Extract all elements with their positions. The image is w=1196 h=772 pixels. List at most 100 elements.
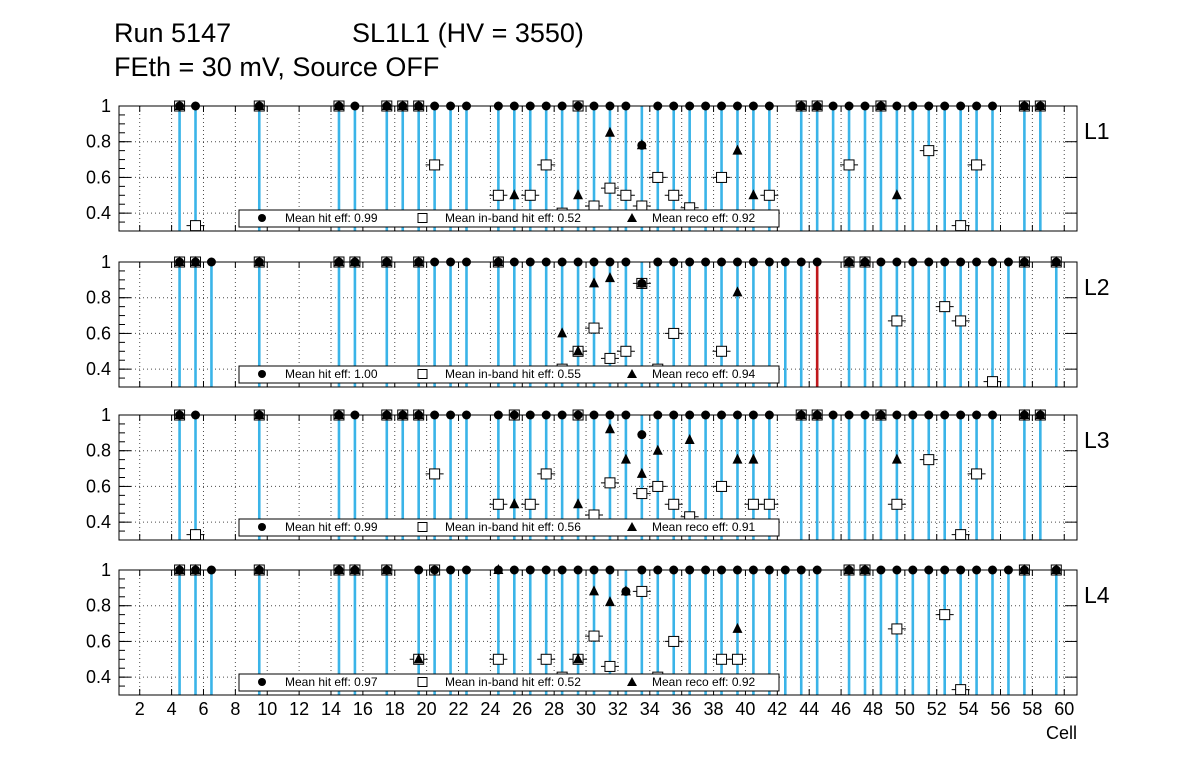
reco-marker [413, 653, 424, 664]
legend-reco-text: Mean reco eff: 0.92 [652, 211, 756, 225]
reco-marker [573, 653, 584, 664]
panel-label: L2 [1084, 274, 1110, 300]
inband-marker [716, 653, 728, 665]
legend-reco-marker [627, 677, 637, 686]
inband-marker [939, 301, 951, 313]
inband-marker [524, 189, 536, 201]
panel-label: L4 [1084, 582, 1110, 608]
x-tick-label: 18 [385, 699, 405, 719]
legend-inband-marker [417, 522, 428, 532]
reco-marker [732, 286, 743, 297]
inband-marker [636, 488, 648, 500]
inband-marker [843, 159, 855, 171]
y-tick-label: 0.8 [86, 288, 111, 308]
inband-marker [955, 684, 967, 696]
x-tick-label: 44 [799, 699, 819, 719]
x-tick-label: 24 [480, 699, 500, 719]
y-tick-label: 0.4 [86, 512, 111, 532]
x-tick-label: 34 [640, 699, 660, 719]
y-tick-label: 0.4 [86, 667, 111, 687]
reco-marker [589, 277, 600, 288]
inband-marker [652, 480, 664, 492]
x-tick-label: 60 [1054, 699, 1074, 719]
inband-marker [731, 653, 743, 665]
y-tick-label: 1 [101, 252, 111, 272]
x-tick-label: 32 [608, 699, 628, 719]
panel-l3: 0.4 0.6 0.8 1 L3 Mean hit eff: 0.99 Mean in-ba… [86, 405, 1110, 541]
x-tick-label: 12 [289, 699, 309, 719]
x-tick-label: 46 [831, 699, 851, 719]
inband-marker [492, 653, 504, 665]
legend-hit-text: Mean hit eff: 0.99 [285, 211, 378, 225]
legend-inband-marker [417, 213, 428, 223]
panels: 0.4 0.6 0.8 1 L1 Mean hit eff: 0.99 Mean in-ba… [86, 96, 1110, 696]
panel-label: L1 [1084, 118, 1110, 144]
y-tick-label: 0.4 [86, 359, 111, 379]
hit-marker [637, 140, 647, 150]
legend: Mean hit eff: 0.99 Mean in-band hit eff: … [238, 209, 780, 228]
reco-marker [748, 189, 759, 200]
legend-reco-text: Mean reco eff: 0.92 [652, 675, 756, 689]
x-axis-title: Cell [1046, 723, 1077, 743]
x-tick-label: 54 [959, 699, 979, 719]
inband-marker [971, 159, 983, 171]
x-axis: 2 4 6 8 10 12 14 16 18 20 22 24 26 28 30 32 34 36 38 40 42 44… [135, 699, 1077, 743]
x-tick-label: 26 [512, 699, 532, 719]
reco-marker [604, 596, 615, 607]
inband-marker [891, 623, 903, 635]
hit-marker [637, 430, 647, 440]
inband-marker [971, 468, 983, 480]
inband-marker [891, 498, 903, 510]
reco-marker [509, 189, 520, 200]
inband-marker [604, 660, 616, 672]
legend-hit-text: Mean hit eff: 1.00 [285, 367, 378, 381]
y-tick-label: 1 [101, 405, 111, 425]
panel-l2: 0.4 0.6 0.8 1 L2 Mean hit eff: 1.00 Mean in-ba… [86, 252, 1110, 388]
reco-marker [891, 189, 902, 200]
legend-reco-marker [627, 369, 637, 378]
reco-marker [573, 189, 584, 200]
inband-marker [763, 498, 775, 510]
x-tick-label: 48 [863, 699, 883, 719]
legend-box [238, 673, 780, 692]
y-tick-label: 0.8 [86, 596, 111, 616]
reco-marker [891, 453, 902, 464]
x-tick-label: 14 [321, 699, 341, 719]
y-tick-label: 0.8 [86, 441, 111, 461]
panel-l4: 0.4 0.6 0.8 1 L4 Mean hit eff: 0.97 Mean in-ba… [86, 560, 1110, 696]
inband-marker [939, 609, 951, 621]
legend-inband-text: Mean in-band hit eff: 0.52 [445, 675, 581, 689]
legend-hit-text: Mean hit eff: 0.97 [285, 675, 378, 689]
x-tick-label: 8 [230, 699, 240, 719]
legend-reco-marker [627, 522, 637, 531]
inband-marker [588, 322, 600, 334]
legend-hit-marker [258, 214, 266, 222]
y-tick-label: 0.4 [86, 203, 111, 223]
inband-marker [955, 529, 967, 541]
inband-marker [923, 145, 935, 157]
panel-l1: 0.4 0.6 0.8 1 L1 Mean hit eff: 0.99 Mean in-ba… [86, 96, 1110, 232]
inband-marker [955, 315, 967, 327]
inband-marker [716, 480, 728, 492]
y-tick-label: 0.8 [86, 132, 111, 152]
legend-box [238, 518, 780, 537]
inband-marker [716, 171, 728, 183]
legend-reco-text: Mean reco eff: 0.94 [652, 367, 756, 381]
inband-marker [636, 585, 648, 597]
x-tick-label: 2 [135, 699, 145, 719]
x-tick-label: 16 [353, 699, 373, 719]
y-tick-label: 0.6 [86, 323, 111, 343]
legend: Mean hit eff: 0.97 Mean in-band hit eff: … [238, 673, 780, 692]
reco-marker [652, 444, 663, 455]
inband-marker [604, 182, 616, 194]
panel-label: L3 [1084, 427, 1110, 453]
inband-marker [524, 498, 536, 510]
x-tick-label: 6 [198, 699, 208, 719]
chamber-title: SL1L1 (HV = 3550) [352, 18, 584, 48]
x-tick-label: 4 [167, 699, 177, 719]
y-tick-label: 1 [101, 96, 111, 116]
inband-marker [492, 498, 504, 510]
legend: Mean hit eff: 0.99 Mean in-band hit eff: … [238, 518, 780, 537]
legend-hit-text: Mean hit eff: 0.99 [285, 520, 378, 534]
